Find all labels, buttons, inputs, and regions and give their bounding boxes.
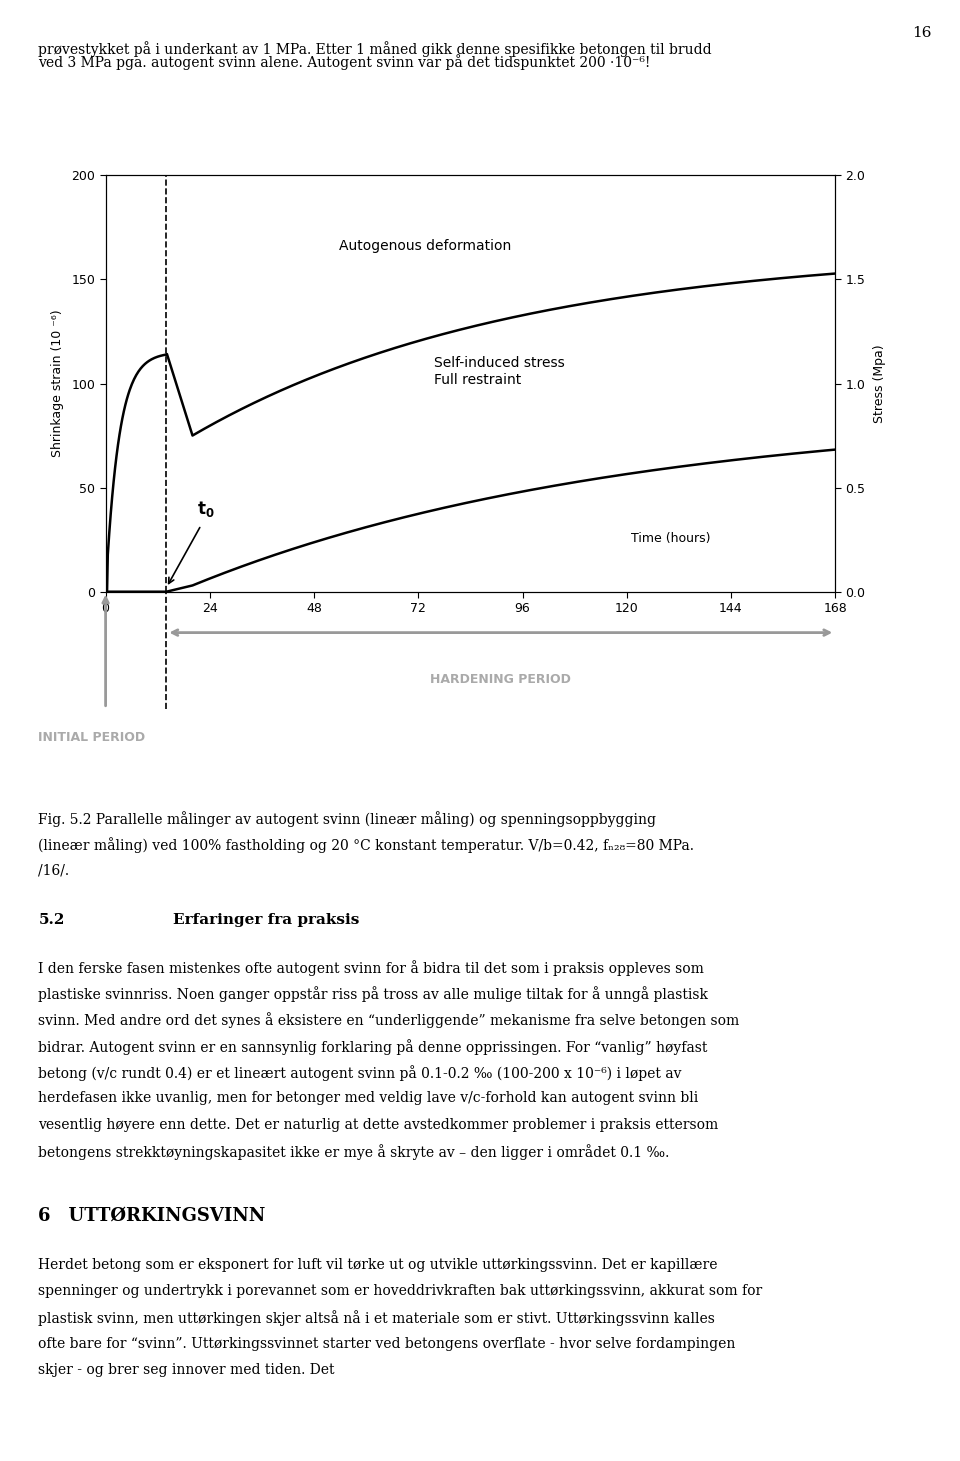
Text: plastisk svinn, men uttørkingen skjer altså nå i et materiale som er stivt. Uttø: plastisk svinn, men uttørkingen skjer al… <box>38 1311 715 1327</box>
Text: 16: 16 <box>912 26 931 41</box>
Text: ofte bare for “svinn”. Uttørkingssvinnet starter ved betongens overflate - hvor : ofte bare for “svinn”. Uttørkingssvinnet… <box>38 1337 735 1351</box>
Text: Self-induced stress
Full restraint: Self-induced stress Full restraint <box>434 356 564 387</box>
Text: INITIAL PERIOD: INITIAL PERIOD <box>38 732 146 744</box>
Y-axis label: Shrinkage strain (10 ⁻⁶): Shrinkage strain (10 ⁻⁶) <box>52 310 64 457</box>
Text: 5.2: 5.2 <box>38 913 64 928</box>
Text: 6 UTTØRKINGSVINN: 6 UTTØRKINGSVINN <box>38 1207 266 1224</box>
Text: betongens strekktøyningskapasitet ikke er mye å skryte av – den ligger i området: betongens strekktøyningskapasitet ikke e… <box>38 1144 670 1160</box>
Text: (lineær måling) ved 100% fastholding og 20 °C konstant temperatur. V/b=0.42, fₙ₂: (lineær måling) ved 100% fastholding og … <box>38 837 694 853</box>
Text: vesentlig høyere enn dette. Det er naturlig at dette avstedkommer problemer i pr: vesentlig høyere enn dette. Det er natur… <box>38 1118 719 1132</box>
Text: bidrar. Autogent svinn er en sannsynlig forklaring på denne opprissingen. For “v: bidrar. Autogent svinn er en sannsynlig … <box>38 1039 708 1055</box>
Text: plastiske svinnriss. Noen ganger oppstår riss på tross av alle mulige tiltak for: plastiske svinnriss. Noen ganger oppstår… <box>38 986 708 1002</box>
Text: I den ferske fasen mistenkes ofte autogent svinn for å bidra til det som i praks: I den ferske fasen mistenkes ofte autoge… <box>38 960 705 976</box>
Text: Erfaringer fra praksis: Erfaringer fra praksis <box>173 913 359 928</box>
Text: svinn. Med andre ord det synes å eksistere en “underliggende” mekanisme fra selv: svinn. Med andre ord det synes å eksiste… <box>38 1012 739 1029</box>
Text: Autogenous deformation: Autogenous deformation <box>339 240 512 253</box>
Text: $\mathbf{t_0}$: $\mathbf{t_0}$ <box>197 498 214 519</box>
Y-axis label: Stress (Mpa): Stress (Mpa) <box>873 345 885 422</box>
Text: Fig. 5.2 Parallelle målinger av autogent svinn (lineær måling) og spenningsoppby: Fig. 5.2 Parallelle målinger av autogent… <box>38 811 657 827</box>
Text: HARDENING PERIOD: HARDENING PERIOD <box>430 674 571 685</box>
Text: ved 3 MPa pga. autogent svinn alene. Autogent svinn var på det tidspunktet 200 ·: ved 3 MPa pga. autogent svinn alene. Aut… <box>38 54 651 70</box>
Text: prøvestykket på i underkant av 1 MPa. Etter 1 måned gikk denne spesifikke betong: prøvestykket på i underkant av 1 MPa. Et… <box>38 41 712 57</box>
Text: Herdet betong som er eksponert for luft vil tørke ut og utvikle uttørkingssvinn.: Herdet betong som er eksponert for luft … <box>38 1258 718 1273</box>
Text: spenninger og undertrykk i porevannet som er hoveddrivkraften bak uttørkingssvin: spenninger og undertrykk i porevannet so… <box>38 1284 762 1299</box>
Text: herdefasen ikke uvanlig, men for betonger med veldig lave v/c-forhold kan autoge: herdefasen ikke uvanlig, men for betonge… <box>38 1091 699 1106</box>
Text: betong (v/c rundt 0.4) er et lineært autogent svinn på 0.1-0.2 ‰ (100-200 x 10⁻⁶: betong (v/c rundt 0.4) er et lineært aut… <box>38 1065 682 1081</box>
Text: Time (hours): Time (hours) <box>631 532 710 545</box>
Text: skjer - og brer seg innover med tiden. Det: skjer - og brer seg innover med tiden. D… <box>38 1363 335 1378</box>
Text: /16/.: /16/. <box>38 863 69 878</box>
